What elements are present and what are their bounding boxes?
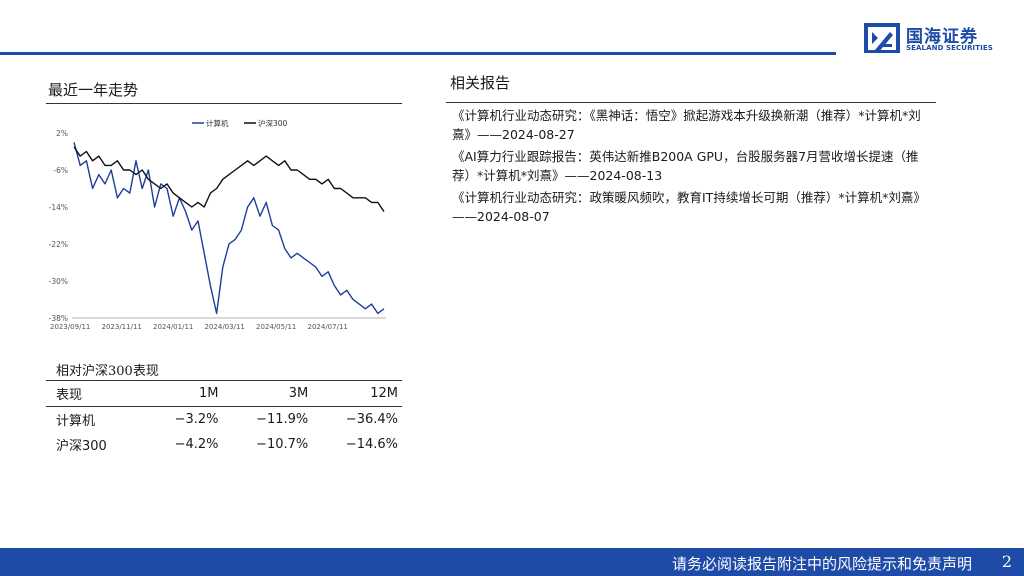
header-cell: 3M — [222, 380, 313, 407]
performance-table: 表现 1M 3M 12M 计算机 −3.2% −11.9% −36.4% 沪深3… — [46, 380, 402, 457]
logo-name: 国海证券 — [906, 27, 978, 47]
table-header-row: 表现 1M 3M 12M — [46, 380, 402, 407]
y-tick-label: -30% — [49, 277, 68, 286]
y-tick-label: -6% — [53, 166, 68, 175]
row-value: −3.2% — [174, 412, 219, 427]
y-tick-label: -14% — [49, 203, 68, 212]
row-value: −4.2% — [174, 437, 219, 452]
header-cell: 1M — [146, 380, 223, 407]
row-value: −11.9% — [256, 412, 309, 427]
trend-title: 最近一年走势 — [48, 81, 139, 99]
report-link[interactable]: 《AI算力行业跟踪报告：英伟达新推B200A GPU，台股服务器7月营收增长提速… — [452, 149, 919, 183]
x-tick-label: 2023/11/11 — [102, 323, 142, 331]
trend-chart: 计算机 沪深300 2% -6% -14% -22% -30% -38% 2023/09/1… — [49, 118, 386, 331]
header-cell: 12M — [312, 380, 402, 407]
report-link[interactable]: 《计算机行业动态研究：《黑神话：悟空》掀起游戏本升级换新潮（推荐）*计算机*刘熹… — [452, 108, 921, 142]
x-tick-label: 2024/05/11 — [256, 323, 296, 331]
series-line — [73, 142, 385, 315]
chart-series — [73, 142, 385, 315]
row-value: −36.4% — [345, 412, 398, 427]
header-rule — [0, 52, 836, 55]
row-label: 计算机 — [56, 414, 96, 429]
relative-title: 相对沪深300表现 — [56, 364, 159, 379]
row-label: 沪深300 — [56, 439, 107, 454]
row-value: −14.6% — [345, 437, 398, 452]
reports-title-rule — [446, 102, 936, 103]
header-cell: 表现 — [46, 380, 146, 407]
y-tick-label: 2% — [56, 129, 68, 138]
table-row: 计算机 −3.2% −11.9% −36.4% — [46, 407, 402, 433]
x-tick-label: 2024/03/11 — [205, 323, 245, 331]
y-tick-label: -22% — [49, 240, 68, 249]
footer-bar: 请务必阅读报告附注中的风险提示和免责声明 2 — [0, 548, 1024, 576]
x-tick-label: 2024/01/11 — [153, 323, 193, 331]
disclaimer-text: 请务必阅读报告附注中的风险提示和免责声明 — [671, 555, 972, 573]
y-axis: 2% -6% -14% -22% -30% -38% — [49, 129, 68, 323]
series-line — [73, 146, 385, 212]
legend-label: 沪深300 — [258, 118, 288, 128]
row-value: −10.7% — [256, 437, 309, 452]
reports-list: 《计算机行业动态研究：《黑神话：悟空》掀起游戏本升级换新潮（推荐）*计算机*刘熹… — [452, 106, 936, 229]
chart-legend: 计算机 沪深300 — [192, 118, 288, 128]
logo-subtitle: SEALAND SECURITIES — [906, 44, 993, 52]
table-row: 沪深300 −4.2% −10.7% −14.6% — [46, 432, 402, 457]
x-tick-label: 2024/07/11 — [308, 323, 348, 331]
reports-title: 相关报告 — [450, 74, 511, 92]
company-logo: 国海证券 SEALAND SECURITIES — [862, 20, 1007, 58]
x-tick-label: 2023/09/11 — [50, 323, 90, 331]
legend-label: 计算机 — [206, 118, 229, 128]
page-number: 2 — [1001, 552, 1012, 571]
y-tick-label: -38% — [49, 314, 68, 323]
report-link[interactable]: 《计算机行业动态研究：政策暖风频吹，教育IT持续增长可期（推荐）*计算机*刘熹》… — [452, 190, 926, 224]
x-axis: 2023/09/11 2023/11/11 2024/01/11 2024/03/11… — [50, 323, 348, 331]
sealand-logo-icon — [864, 23, 900, 53]
trend-title-rule — [46, 103, 402, 104]
